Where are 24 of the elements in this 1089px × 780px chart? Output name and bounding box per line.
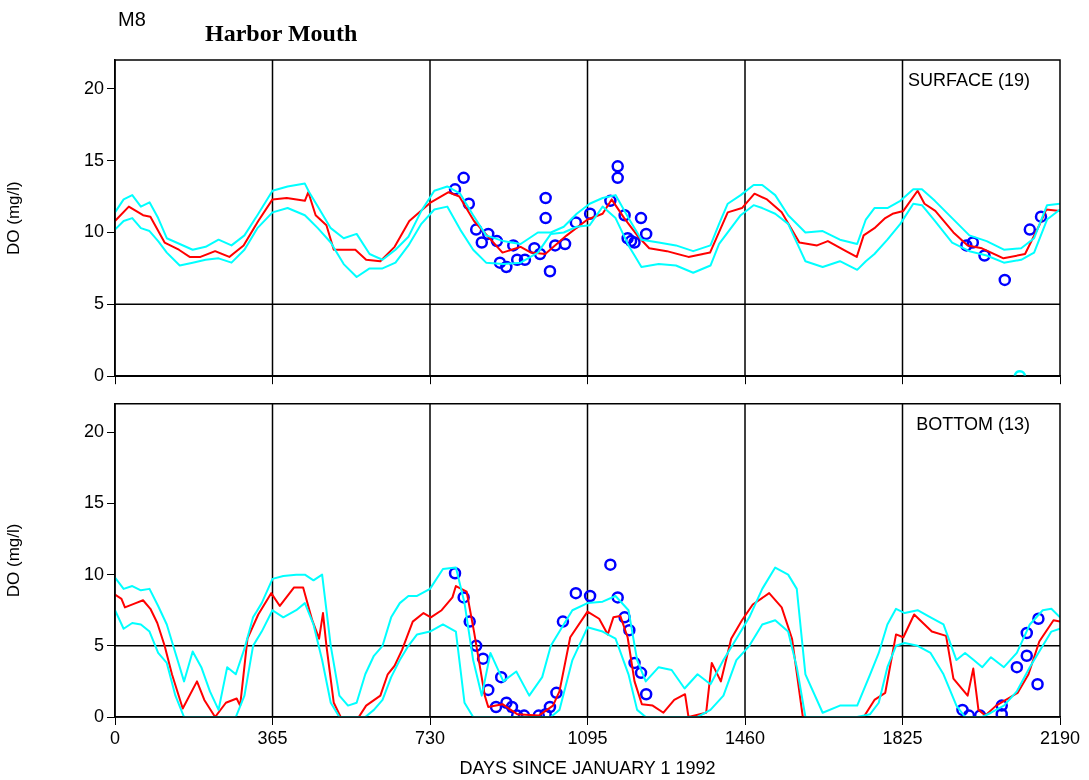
- y-tick-label: 0: [93, 365, 104, 386]
- y-tick-label: 10: [83, 221, 104, 242]
- x-tick-label: 0: [109, 727, 121, 748]
- x-tick-label: 2190: [1039, 727, 1081, 748]
- y-tick-label: 15: [83, 149, 104, 170]
- y-axis-title: DO (mg/l): [3, 523, 23, 598]
- x-tick-label: 1825: [882, 727, 923, 748]
- chart-title: Harbor Mouth: [205, 20, 358, 47]
- y-tick-label: 15: [83, 492, 104, 513]
- y-tick-label: 20: [83, 77, 104, 98]
- x-axis-title: DAYS SINCE JANUARY 1 1992: [459, 758, 716, 779]
- annotation: SURFACE (19): [907, 69, 1030, 90]
- annotation: BOTTOM (13): [916, 413, 1030, 434]
- x-tick-label: 730: [414, 727, 446, 748]
- x-tick-label: 365: [257, 727, 288, 748]
- y-tick-label: 20: [83, 421, 104, 442]
- x-tick-label: 1095: [567, 727, 608, 748]
- y-tick-label: 5: [93, 634, 104, 655]
- text: M8: [118, 8, 146, 31]
- y-axis-title: DO (mg/l): [3, 181, 23, 255]
- x-tick-label: 1460: [724, 727, 766, 748]
- y-tick-label: 10: [83, 563, 104, 584]
- y-tick-label: 0: [93, 705, 104, 726]
- y-tick-label: 5: [93, 293, 104, 314]
